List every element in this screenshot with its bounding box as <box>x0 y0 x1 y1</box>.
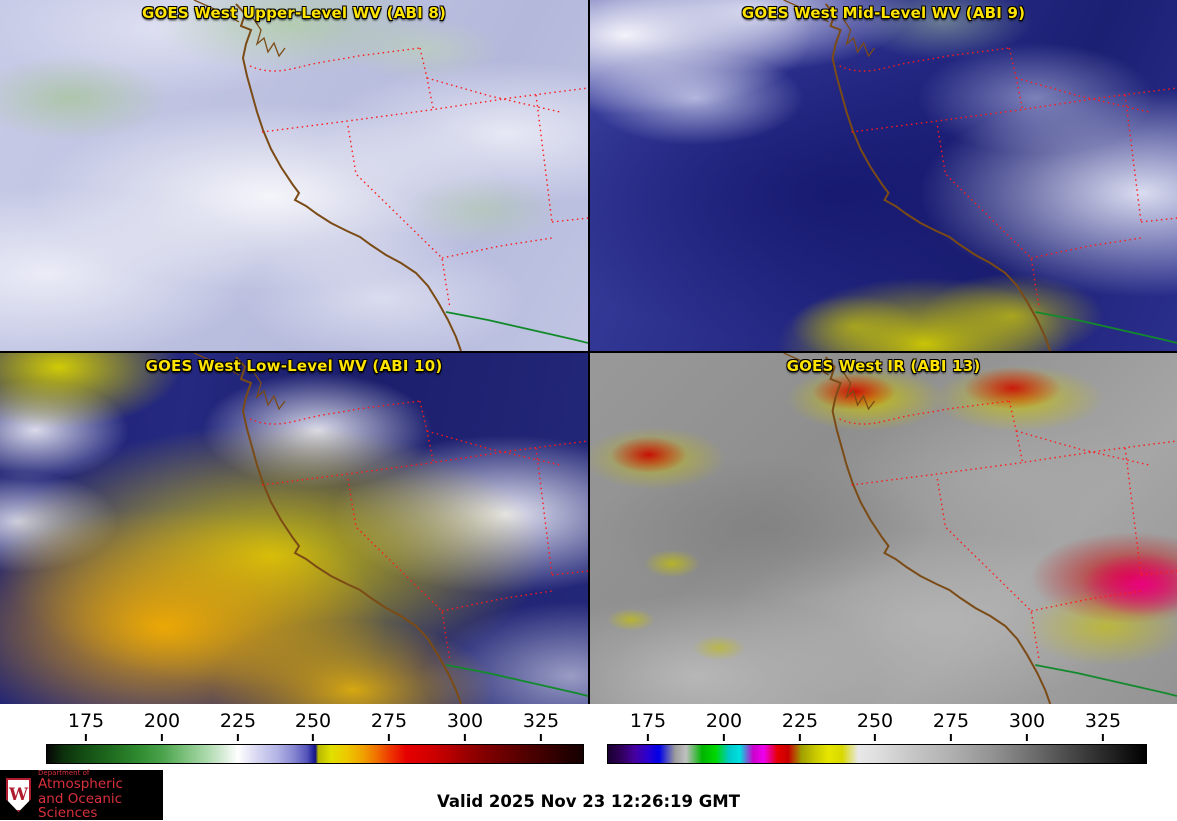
panel-title-mid-wv: GOES West Mid-Level WV (ABI 9) <box>741 4 1026 22</box>
ir-colorbar-gradient <box>607 744 1147 764</box>
logo-line-2: and Oceanic Sciences <box>38 790 123 821</box>
tick-label: 200 <box>705 710 743 732</box>
colorbar-tick: 225 <box>782 710 818 741</box>
tick-mark <box>84 734 87 741</box>
map-overlay <box>193 353 588 704</box>
tick-label: 275 <box>370 710 408 732</box>
colorbar-tick: 300 <box>1009 710 1045 741</box>
tick-mark <box>1101 734 1104 741</box>
colorbar-tick: 250 <box>857 710 893 741</box>
tick-label: 325 <box>522 710 560 732</box>
colorbar-tick: 225 <box>220 710 256 741</box>
tick-mark <box>236 734 239 741</box>
valid-time: Valid 2025 Nov 23 12:26:19 GMT <box>437 792 740 811</box>
logo-line-1: Atmospheric <box>38 776 123 793</box>
colorbar-tick: 175 <box>68 710 104 741</box>
panel-title-ir: GOES West IR (ABI 13) <box>786 357 981 375</box>
panel-upper-level-wv: GOES West Upper-Level WV (ABI 8) <box>0 0 588 351</box>
colorbar-ir: 175 200 225 250 275 300 325 <box>588 704 1177 766</box>
tick-label: 275 <box>932 710 970 732</box>
colorbar-tick: 250 <box>295 710 331 741</box>
map-overlay <box>193 0 588 351</box>
colorbar-tick: 200 <box>706 710 742 741</box>
tick-mark <box>873 734 876 741</box>
colorbar-wv: 175 200 225 250 275 300 325 <box>0 704 588 766</box>
uw-aos-logo: W Department of Atmospheric and Oceanic … <box>0 769 163 821</box>
tick-label: 225 <box>781 710 819 732</box>
map-overlay <box>782 353 1177 704</box>
colorbar-tick: 325 <box>523 710 559 741</box>
map-overlay <box>782 0 1177 351</box>
footer: W Department of Atmospheric and Oceanic … <box>0 766 1177 820</box>
tick-mark <box>722 734 725 741</box>
tick-label: 250 <box>294 710 332 732</box>
tick-label: 175 <box>67 710 105 732</box>
colorbar-tick: 325 <box>1085 710 1121 741</box>
colorbar-tick: 175 <box>630 710 666 741</box>
tick-label: 200 <box>143 710 181 732</box>
panel-title-upper-wv: GOES West Upper-Level WV (ABI 8) <box>141 4 447 22</box>
panel-mid-level-wv: GOES West Mid-Level WV (ABI 9) <box>590 0 1177 351</box>
tick-mark <box>463 734 466 741</box>
logo-text: Department of Atmospheric and Oceanic Sc… <box>38 769 157 821</box>
tick-label: 225 <box>219 710 257 732</box>
panel-ir: GOES West IR (ABI 13) <box>590 353 1177 704</box>
tick-mark <box>798 734 801 741</box>
tick-label: 300 <box>446 710 484 732</box>
panel-low-level-wv: GOES West Low-Level WV (ABI 10) <box>0 353 588 704</box>
tick-mark <box>949 734 952 741</box>
wv-colorbar-gradient <box>46 744 584 764</box>
colorbar-tick: 275 <box>933 710 969 741</box>
tick-label: 300 <box>1008 710 1046 732</box>
tick-mark <box>387 734 390 741</box>
colorbar-tick: 300 <box>447 710 483 741</box>
tick-mark <box>539 734 542 741</box>
logo-dept-line: Department of <box>38 769 90 778</box>
tick-label: 250 <box>856 710 894 732</box>
tick-mark <box>646 734 649 741</box>
colorbar-tick: 275 <box>371 710 407 741</box>
tick-mark <box>1025 734 1028 741</box>
tick-mark <box>160 734 163 741</box>
tick-label: 325 <box>1084 710 1122 732</box>
tick-mark <box>311 734 314 741</box>
tick-label: 175 <box>629 710 667 732</box>
panel-title-low-wv: GOES West Low-Level WV (ABI 10) <box>145 357 443 375</box>
colorbar-row: 175 200 225 250 275 300 325 175 200 225 … <box>0 704 1177 766</box>
satellite-panel-grid: GOES West Upper-Level WV (ABI 8) GOES We… <box>0 0 1177 704</box>
colorbar-tick: 200 <box>144 710 180 741</box>
